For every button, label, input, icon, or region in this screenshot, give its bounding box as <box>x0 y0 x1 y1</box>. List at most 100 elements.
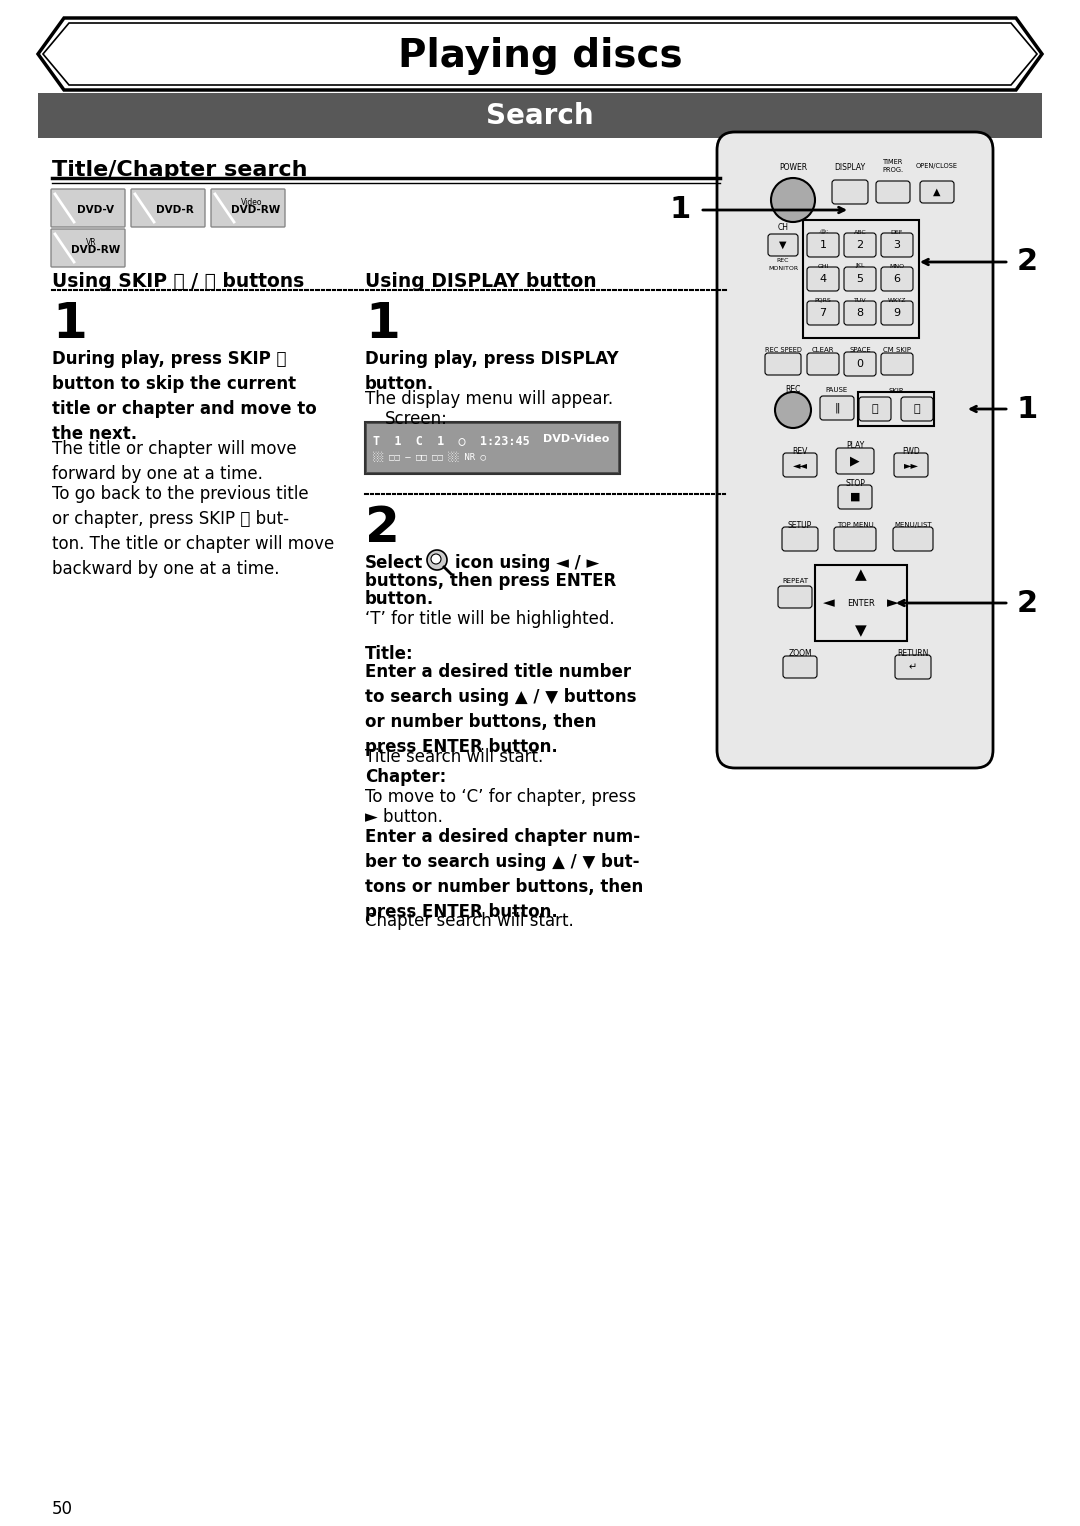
FancyBboxPatch shape <box>901 397 933 421</box>
Text: During play, press DISPLAY
button.: During play, press DISPLAY button. <box>365 349 619 394</box>
Text: ▼: ▼ <box>780 240 786 250</box>
Text: DVD-Video: DVD-Video <box>543 433 609 444</box>
Text: PQRS: PQRS <box>814 298 832 302</box>
Text: SPACE: SPACE <box>849 346 870 353</box>
Text: ► button.: ► button. <box>365 807 443 826</box>
Text: 2: 2 <box>1016 247 1038 276</box>
Text: Screen:: Screen: <box>384 410 448 427</box>
Text: PAUSE: PAUSE <box>826 388 848 394</box>
Text: 8: 8 <box>856 308 864 317</box>
FancyBboxPatch shape <box>895 655 931 679</box>
FancyBboxPatch shape <box>807 301 839 325</box>
Text: icon using ◄ / ►: icon using ◄ / ► <box>455 554 599 572</box>
Text: 2: 2 <box>365 504 400 552</box>
Text: REPEAT: REPEAT <box>782 578 808 584</box>
Text: ▲: ▲ <box>933 188 941 197</box>
Text: 1: 1 <box>365 301 400 348</box>
FancyBboxPatch shape <box>717 133 993 768</box>
Text: Title:: Title: <box>365 645 414 662</box>
FancyBboxPatch shape <box>843 267 876 291</box>
Text: ▼: ▼ <box>855 624 867 638</box>
Text: DVD-R: DVD-R <box>157 204 194 215</box>
Text: 4: 4 <box>820 275 826 284</box>
Text: ▶: ▶ <box>850 455 860 467</box>
Text: ABC: ABC <box>853 229 866 235</box>
FancyBboxPatch shape <box>778 586 812 607</box>
FancyBboxPatch shape <box>807 233 839 256</box>
Text: DVD-RW: DVD-RW <box>70 244 120 255</box>
FancyBboxPatch shape <box>832 180 868 204</box>
Text: Chapter:: Chapter: <box>365 768 446 786</box>
Text: TOP MENU: TOP MENU <box>837 522 874 528</box>
Text: ►: ► <box>887 595 899 610</box>
Text: ⏭: ⏭ <box>914 404 920 414</box>
Circle shape <box>775 392 811 427</box>
FancyBboxPatch shape <box>834 526 876 551</box>
Text: During play, press SKIP ⏭
button to skip the current
title or chapter and move t: During play, press SKIP ⏭ button to skip… <box>52 349 316 443</box>
Text: MNO: MNO <box>890 264 905 269</box>
Text: ↵: ↵ <box>909 662 917 671</box>
Text: REC SPEED: REC SPEED <box>765 346 801 353</box>
Text: ‖: ‖ <box>834 403 840 414</box>
Text: CM SKIP: CM SKIP <box>883 346 912 353</box>
Text: DVD-RW: DVD-RW <box>230 204 280 215</box>
Text: 50: 50 <box>52 1500 73 1518</box>
Text: 7: 7 <box>820 308 826 317</box>
FancyBboxPatch shape <box>843 233 876 256</box>
Text: 1: 1 <box>670 195 690 224</box>
Text: REV: REV <box>793 447 808 455</box>
Text: STOP: STOP <box>845 479 865 487</box>
Text: Using SKIP ⏮ / ⏭ buttons: Using SKIP ⏮ / ⏭ buttons <box>52 272 305 291</box>
FancyBboxPatch shape <box>131 189 205 227</box>
Text: 9: 9 <box>893 308 901 317</box>
Text: ◄: ◄ <box>823 595 835 610</box>
FancyBboxPatch shape <box>365 423 620 475</box>
Text: 1: 1 <box>52 301 86 348</box>
Text: RETURN: RETURN <box>897 649 929 658</box>
Text: Enter a desired title number
to search using ▲ / ▼ buttons
or number buttons, th: Enter a desired title number to search u… <box>365 662 636 755</box>
FancyBboxPatch shape <box>920 182 954 203</box>
FancyBboxPatch shape <box>765 353 801 375</box>
Text: SETUP: SETUP <box>788 520 812 530</box>
Text: ░░ □□ — □□ □□ ░░ NR ◯: ░░ □□ — □□ □□ ░░ NR ◯ <box>373 452 486 462</box>
FancyBboxPatch shape <box>783 656 816 678</box>
Text: POWER: POWER <box>779 163 807 172</box>
FancyBboxPatch shape <box>38 93 1042 137</box>
Text: The title or chapter will move
forward by one at a time.: The title or chapter will move forward b… <box>52 439 297 484</box>
Text: To go back to the previous title
or chapter, press SKIP ⏮ but-
ton. The title or: To go back to the previous title or chap… <box>52 485 334 578</box>
Text: 1: 1 <box>1016 395 1038 424</box>
FancyBboxPatch shape <box>859 397 891 421</box>
FancyBboxPatch shape <box>893 526 933 551</box>
FancyBboxPatch shape <box>843 301 876 325</box>
Text: Title/Chapter search: Title/Chapter search <box>52 160 308 180</box>
Text: CH: CH <box>778 223 788 232</box>
Text: OPEN/CLOSE: OPEN/CLOSE <box>916 163 958 169</box>
Text: To move to ‘C’ for chapter, press: To move to ‘C’ for chapter, press <box>365 787 636 806</box>
Text: Search: Search <box>486 102 594 130</box>
Text: CLEAR: CLEAR <box>812 346 834 353</box>
Circle shape <box>771 179 815 221</box>
Text: Chapter search will start.: Chapter search will start. <box>365 913 573 929</box>
Text: GHI: GHI <box>818 264 828 269</box>
FancyBboxPatch shape <box>51 229 125 267</box>
Text: REC: REC <box>785 386 800 395</box>
Text: ⏮: ⏮ <box>872 404 878 414</box>
Text: WXYZ: WXYZ <box>888 298 906 302</box>
Text: DEF: DEF <box>891 229 903 235</box>
Text: TUV: TUV <box>853 298 866 302</box>
Text: JKL: JKL <box>855 264 865 269</box>
Text: 6: 6 <box>893 275 901 284</box>
FancyBboxPatch shape <box>894 453 928 478</box>
Text: Select: Select <box>365 554 423 572</box>
Text: Video: Video <box>241 198 262 208</box>
Text: ◄◄: ◄◄ <box>793 459 808 470</box>
Text: 0: 0 <box>856 359 864 369</box>
FancyBboxPatch shape <box>807 353 839 375</box>
Text: T  1  C  1  ○  1:23:45: T 1 C 1 ○ 1:23:45 <box>373 433 530 447</box>
Text: ►►: ►► <box>904 459 918 470</box>
Text: DVD-V: DVD-V <box>77 204 113 215</box>
Text: 5: 5 <box>856 275 864 284</box>
FancyBboxPatch shape <box>820 397 854 420</box>
Text: ENTER: ENTER <box>847 598 875 607</box>
Text: Enter a desired chapter num-
ber to search using ▲ / ▼ but-
tons or number butto: Enter a desired chapter num- ber to sear… <box>365 829 644 922</box>
